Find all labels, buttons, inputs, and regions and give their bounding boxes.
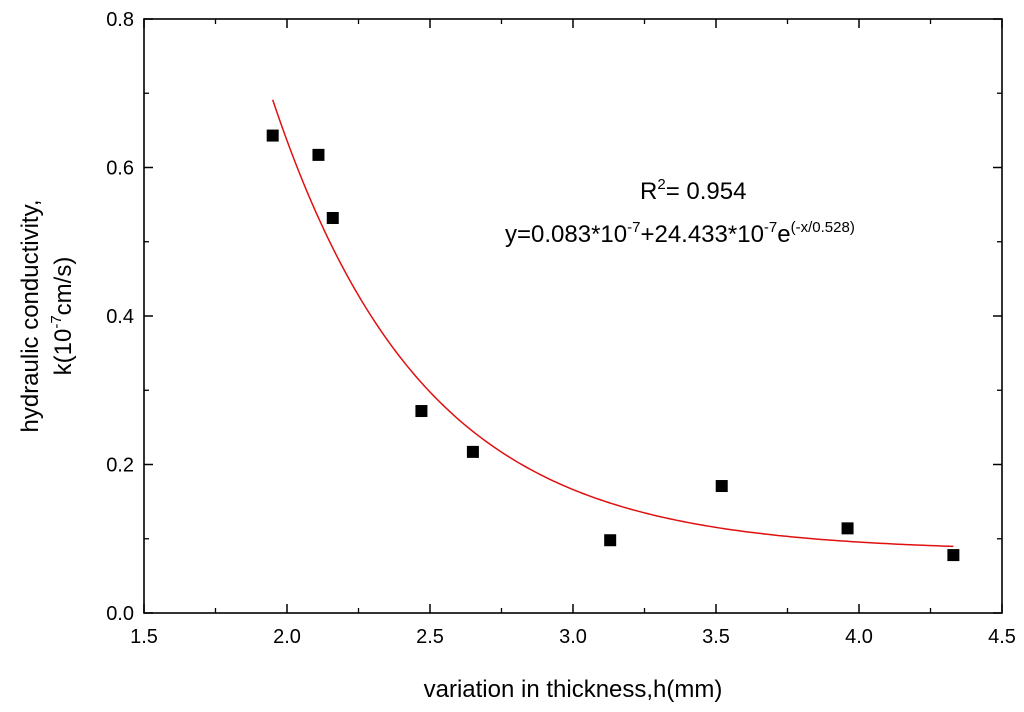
data-point bbox=[604, 534, 617, 547]
x-axis-ticks bbox=[143, 19, 1003, 613]
x-tick-label: 2.5 bbox=[416, 626, 444, 648]
data-point bbox=[415, 405, 428, 418]
data-point bbox=[312, 148, 325, 161]
x-axis-tick-labels: 1.5 2.0 2.5 3.0 3.5 4.0 4.5 bbox=[130, 626, 1016, 648]
fit-equation-annotation: y=0.083*10-7+24.433*10-7e(-x/0.528) bbox=[505, 219, 855, 248]
y-tick-label: 0.2 bbox=[106, 455, 134, 477]
y-tick-label: 0.0 bbox=[106, 603, 134, 625]
data-point bbox=[266, 129, 279, 142]
r-squared-annotation: R2= 0.954 bbox=[640, 176, 746, 205]
y-axis-title-line1: hydraulic conductivity, bbox=[17, 200, 44, 433]
fit-curve bbox=[271, 99, 954, 548]
y-axis-ticks bbox=[144, 18, 1002, 614]
data-point bbox=[326, 211, 339, 224]
x-axis-title: variation in thickness,h(mm) bbox=[424, 676, 723, 703]
y-axis-tick-labels: 0.0 0.2 0.4 0.6 0.8 bbox=[106, 9, 134, 625]
x-tick-label: 4.0 bbox=[845, 626, 873, 648]
plot-area bbox=[143, 18, 1003, 614]
data-point bbox=[466, 445, 479, 458]
x-tick-label: 4.5 bbox=[988, 626, 1016, 648]
data-markers bbox=[266, 129, 960, 562]
y-axis-title-line2: k(10-7cm/s) bbox=[48, 257, 77, 376]
x-tick-label: 3.0 bbox=[559, 626, 587, 648]
y-tick-label: 0.4 bbox=[106, 306, 134, 328]
x-tick-label: 1.5 bbox=[130, 626, 158, 648]
data-point bbox=[841, 522, 854, 535]
data-point bbox=[715, 480, 728, 493]
x-tick-label: 2.0 bbox=[273, 626, 301, 648]
y-axis-title: hydraulic conductivity, k(10-7cm/s) bbox=[17, 200, 77, 433]
x-tick-label: 3.5 bbox=[702, 626, 730, 648]
y-tick-label: 0.8 bbox=[106, 9, 134, 31]
data-point bbox=[947, 549, 960, 562]
y-tick-label: 0.6 bbox=[106, 158, 134, 180]
